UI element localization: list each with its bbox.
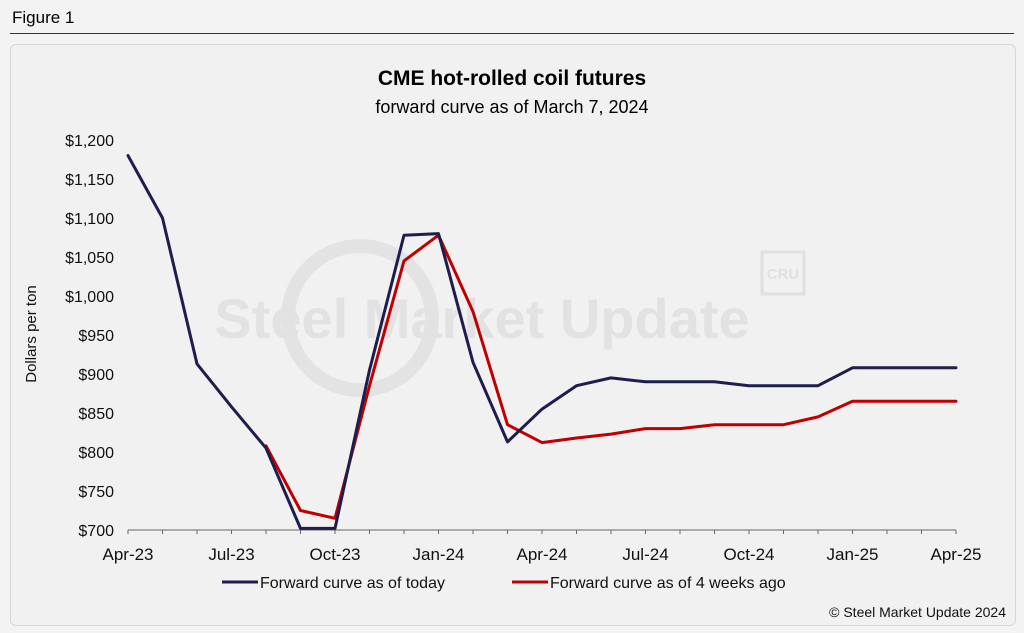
x-tick-label: Apr-25 (930, 545, 981, 564)
x-tick-label: Oct-24 (723, 545, 774, 564)
axes (127, 529, 957, 534)
legend: Forward curve as of today Forward curve a… (222, 575, 786, 592)
y-tick-label: $700 (78, 523, 114, 540)
y-tick-label: $1,050 (65, 250, 114, 267)
series-line-today (126, 154, 958, 530)
series-line-4-weeks-ago (264, 233, 958, 520)
figure-label: Figure 1 (12, 8, 75, 27)
header-rule (10, 33, 1014, 34)
y-tick-label: $750 (78, 484, 114, 501)
x-tick-labels: Apr-23 Jul-23 Oct-23 Jan-24 Apr-24 Jul-24 Oct-… (102, 545, 981, 564)
x-tick-label: Apr-23 (102, 545, 153, 564)
x-tick-label: Jul-24 (622, 545, 668, 564)
watermark: Steel Market Update CRU (214, 239, 806, 397)
y-tick-label: $1,150 (65, 172, 114, 189)
copyright-note: © Steel Market Update 2024 (829, 604, 1006, 620)
cru-logo-text: CRU (767, 266, 800, 283)
legend-today-label: Forward curve as of today (260, 575, 445, 592)
y-tick-label: $1,200 (65, 133, 114, 150)
x-tick-label: Jan-25 (827, 545, 879, 564)
x-tick-label: Jan-24 (413, 545, 465, 564)
legend-4-weeks-ago-label: Forward curve as of 4 weeks ago (550, 575, 786, 592)
x-tick-label: Apr-24 (516, 545, 567, 564)
y-tick-label: $800 (78, 445, 114, 462)
x-tick-label: Oct-23 (309, 545, 360, 564)
y-tick-label: $850 (78, 406, 114, 423)
series-lines (126, 154, 958, 530)
watermark-circle-icon (281, 239, 439, 397)
y-tick-label: $900 (78, 367, 114, 384)
y-axis-label: Dollars per ton (23, 285, 40, 383)
chart-subtitle: forward curve as of March 7, 2024 (375, 97, 649, 117)
chart-panel (10, 44, 1016, 626)
x-tick-label: Jul-23 (208, 545, 254, 564)
cru-logo-icon (760, 250, 806, 296)
y-tick-label: $1,000 (65, 289, 114, 306)
y-tick-labels: $700 $750 $800 $850 $900 $950 $1,000 $1,050 $1,1… (65, 133, 114, 540)
chart-title: CME hot-rolled coil futures (377, 67, 647, 90)
y-tick-label: $1,100 (65, 211, 114, 228)
y-tick-label: $950 (78, 328, 114, 345)
